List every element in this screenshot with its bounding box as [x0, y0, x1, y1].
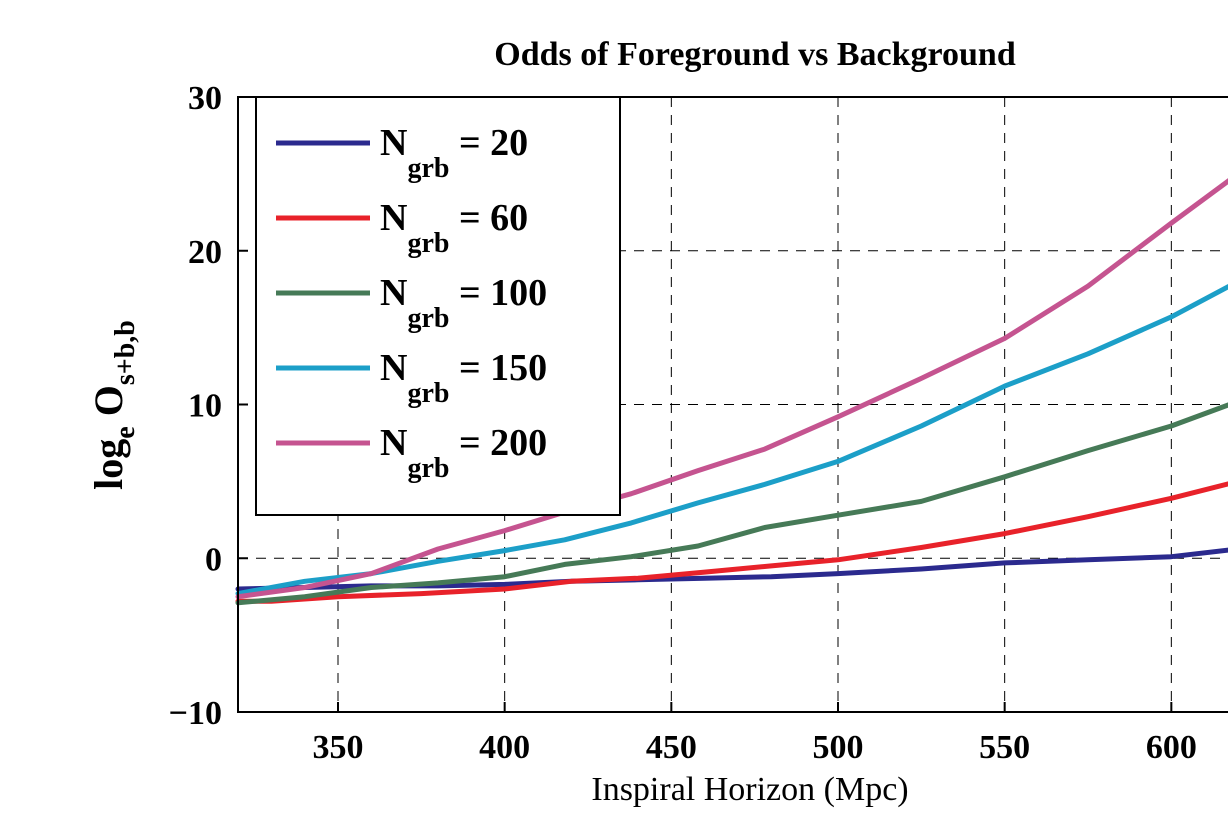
y-label-sub-sbb: s+b,b — [110, 320, 141, 385]
x-tick-label: 350 — [313, 729, 364, 766]
x-tick-label: 500 — [813, 729, 864, 766]
legend-entry-name: N — [380, 422, 407, 464]
legend-entry: Ngrb = 150 — [380, 347, 547, 409]
series-lines — [235, 178, 1228, 606]
legend-entry-value: = 20 — [449, 122, 528, 164]
legend-entry-sub: grb — [407, 228, 449, 259]
series-line-4 — [235, 178, 1228, 600]
y-axis-label: loge Os+b,b — [86, 320, 141, 490]
legend-entry-value: = 150 — [449, 347, 547, 389]
legend-entry: Ngrb = 100 — [380, 272, 547, 334]
legend-entry: Ngrb = 200 — [380, 422, 547, 484]
legend-entry-name: N — [380, 122, 407, 164]
y-tick-label: −10 — [169, 695, 222, 732]
axes — [237, 96, 1228, 713]
y-tick-label: 20 — [188, 234, 222, 271]
legend-entry: Ngrb = 60 — [380, 197, 528, 259]
legend-entry-value: = 100 — [449, 272, 547, 314]
x-tick-label: 400 — [479, 729, 530, 766]
y-tick-label: 0 — [205, 541, 222, 578]
legend-entry-value: = 200 — [449, 422, 547, 464]
y-tick-label: 30 — [188, 80, 222, 117]
series-line-3 — [235, 283, 1228, 597]
x-tick-label: 450 — [646, 729, 697, 766]
legend-entry-sub: grb — [407, 378, 449, 409]
legend-entry-name: N — [380, 272, 407, 314]
legend-entry-name: N — [380, 347, 407, 389]
legend-entry-sub: grb — [407, 303, 449, 334]
series-line-1 — [235, 481, 1228, 604]
legend-entry-sub: grb — [407, 453, 449, 484]
legend-entry-value: = 60 — [449, 197, 528, 239]
chart-title: Odds of Foreground vs Background — [494, 36, 1016, 73]
y-tick-label: 10 — [188, 388, 222, 425]
tick-labels: 350 400 450 500 550 600 −10 0 10 20 30 — [169, 80, 1197, 766]
y-label-log: log — [86, 439, 131, 490]
legend-entry-name: N — [380, 197, 407, 239]
series-line-2 — [235, 402, 1228, 606]
x-tick-label: 550 — [979, 729, 1030, 766]
y-label-o: O — [86, 385, 131, 426]
y-label-sub-e: e — [110, 426, 141, 438]
legend-entry-sub: grb — [407, 153, 449, 184]
legend-entry: Ngrb = 20 — [380, 122, 528, 184]
x-tick-label: 600 — [1146, 729, 1197, 766]
x-axis-label: Inspiral Horizon (Mpc) — [591, 771, 908, 808]
